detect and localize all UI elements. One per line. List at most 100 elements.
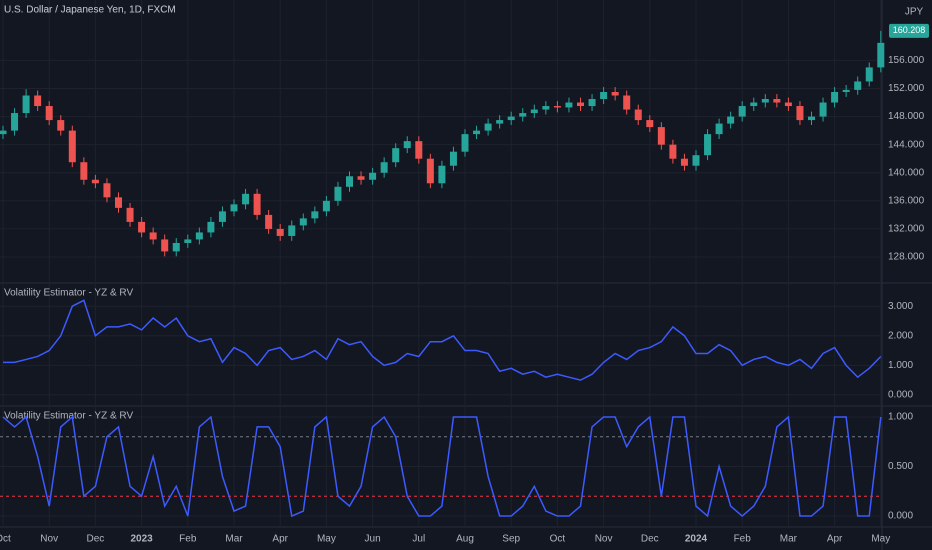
x-tick-label: Apr <box>272 534 288 545</box>
candle-body <box>484 123 492 131</box>
x-tick-label: 2023 <box>130 534 153 545</box>
candle-body <box>507 116 515 121</box>
candle-body <box>577 102 584 107</box>
x-tick-label: Dec <box>87 534 105 545</box>
candle-body <box>138 221 146 233</box>
candle-body <box>808 116 815 121</box>
candle-body <box>311 211 319 219</box>
candle-body <box>553 106 561 108</box>
candle-body <box>0 130 7 135</box>
candle-body <box>542 106 550 110</box>
candle-body <box>773 99 781 103</box>
candle-body <box>11 113 19 131</box>
candle-body <box>600 91 608 100</box>
candle-body <box>115 197 122 208</box>
x-tick-label: Aug <box>456 534 474 545</box>
candle-body <box>865 67 873 82</box>
y-tick-label: 136.000 <box>888 195 925 206</box>
candle-body <box>242 193 250 205</box>
candle-body <box>461 134 469 152</box>
y-tick-label: 1.000 <box>888 412 913 423</box>
candle-body <box>727 116 735 124</box>
candle-body <box>669 144 677 159</box>
candle-body <box>253 193 261 215</box>
candle-body <box>57 120 65 131</box>
y-tick-label: 1.000 <box>888 360 913 371</box>
y-tick-label: 132.000 <box>888 224 925 235</box>
candle-body <box>415 141 423 159</box>
candle-body <box>842 89 850 92</box>
line <box>2 415 882 518</box>
y-tick-label: 0.500 <box>888 461 913 472</box>
candle-body <box>646 120 654 128</box>
candle-body <box>161 239 169 252</box>
candle-body <box>704 134 712 156</box>
candle-body <box>796 106 804 121</box>
y-tick-label: 144.000 <box>888 139 925 150</box>
y-tick-label: 2.000 <box>888 330 913 341</box>
currency: JPY <box>905 7 924 18</box>
line <box>3 299 882 381</box>
x-tick-label: May <box>871 534 890 545</box>
candle-body <box>126 207 134 222</box>
x-tick-label: Feb <box>179 534 197 545</box>
x-tick-label: Apr <box>827 534 843 545</box>
candle-body <box>334 186 342 201</box>
price-tag-label: 160.208 <box>893 25 926 35</box>
candle-body <box>357 176 365 180</box>
pane-title: Volatility Estimator - YZ & RV <box>4 411 133 422</box>
candle-body <box>449 151 457 166</box>
x-tick-label: Feb <box>734 534 752 545</box>
x-tick-label: Dec <box>641 534 659 545</box>
y-tick-label: 148.000 <box>888 111 925 122</box>
candle-body <box>657 127 665 145</box>
candle-body <box>380 162 388 173</box>
candle-body <box>22 95 30 114</box>
pane-title: Volatility Estimator - YZ & RV <box>4 288 133 299</box>
candle-body <box>692 155 700 166</box>
candle-body <box>680 158 688 166</box>
x-tick-label: 2024 <box>685 534 708 545</box>
y-tick-label: 152.000 <box>888 83 925 94</box>
candle-body <box>392 148 400 163</box>
candle-body <box>45 106 53 121</box>
candle-body <box>91 179 99 184</box>
candle-body <box>276 228 284 236</box>
candle-body <box>172 242 180 252</box>
y-tick-label: 140.000 <box>888 167 925 178</box>
candle-body <box>761 99 769 103</box>
candle-body <box>218 211 226 222</box>
candle-body <box>634 109 642 121</box>
candle-body <box>819 102 827 117</box>
candle-body <box>611 91 619 96</box>
x-tick-label: Nov <box>595 534 613 545</box>
y-tick-label: 156.000 <box>888 55 925 66</box>
candle-body <box>207 221 215 233</box>
x-tick-label: Oct <box>0 534 11 545</box>
candle-body <box>34 95 42 107</box>
candle-body <box>784 102 792 107</box>
candle-body <box>299 218 307 226</box>
candle-body <box>738 106 746 117</box>
x-tick-label: Oct <box>550 534 566 545</box>
price-tag <box>889 23 929 38</box>
pane-title: U.S. Dollar / Japanese Yen, 1D, FXCM <box>4 5 176 16</box>
candle-body <box>369 172 377 180</box>
candle-body <box>715 123 723 135</box>
x-tick-label: Nov <box>40 534 58 545</box>
candle-body <box>496 120 504 124</box>
y-tick-label: 0.000 <box>888 390 913 401</box>
x-tick-label: Sep <box>502 534 520 545</box>
candle-body <box>68 130 76 163</box>
candle-body <box>80 162 88 180</box>
candle-body <box>322 200 330 212</box>
candle-body <box>623 95 631 110</box>
candle-body <box>438 165 446 184</box>
candle-body <box>473 130 481 135</box>
x-tick-label: Jul <box>412 534 425 545</box>
y-tick-label: 0.000 <box>888 511 913 522</box>
x-tick-label: Mar <box>225 534 243 545</box>
candle-body <box>588 99 596 107</box>
